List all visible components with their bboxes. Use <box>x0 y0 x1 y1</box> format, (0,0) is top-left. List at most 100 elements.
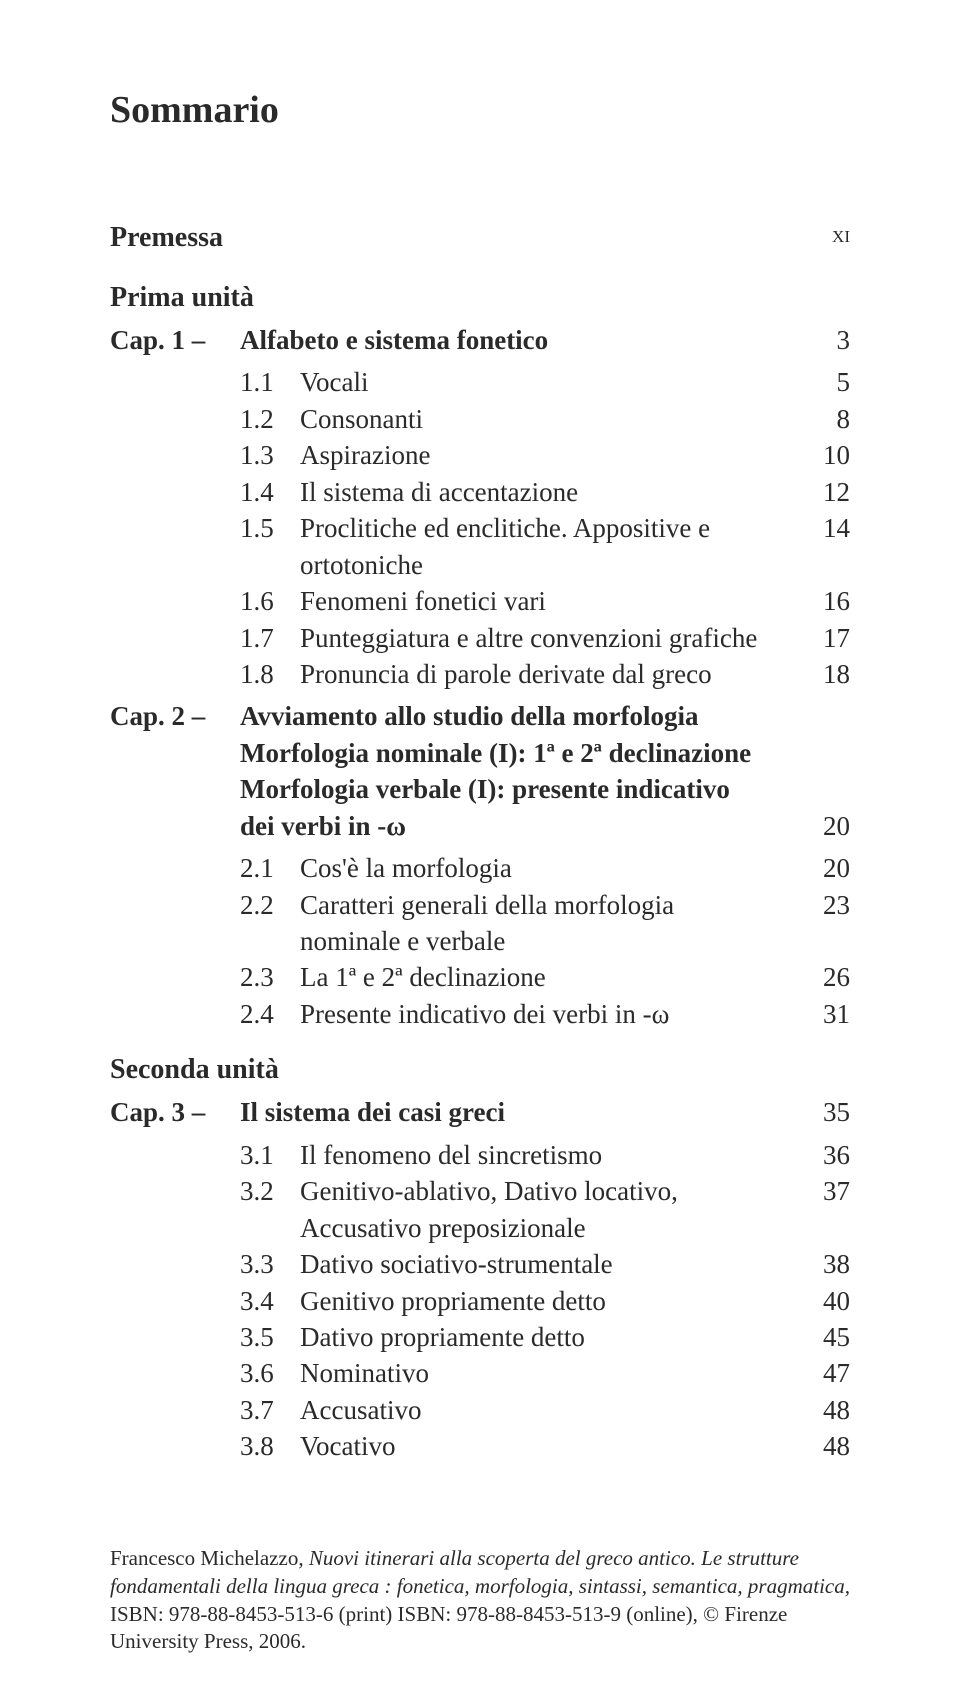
cap1-page: 3 <box>790 322 850 358</box>
toc-row-text: Vocali <box>300 364 790 400</box>
toc-row-number: 2.4 <box>240 996 300 1032</box>
toc-row-text: Nominativo <box>300 1355 790 1391</box>
toc-row-number: 2.1 <box>240 850 300 886</box>
toc-row-number: 3.2 <box>240 1173 300 1246</box>
toc-row-number: 1.6 <box>240 583 300 619</box>
cap2-title-l2: Morfologia nominale (I): 1ª e 2ª declina… <box>240 735 790 771</box>
toc-row-page: 37 <box>790 1173 850 1246</box>
toc-row-text: Dativo propriamente detto <box>300 1319 790 1355</box>
toc-row-number: 1.1 <box>240 364 300 400</box>
toc-row-text: Il fenomeno del sincretismo <box>300 1137 790 1173</box>
cap2-num: Cap. 2 – <box>110 698 240 734</box>
toc-row-number: 1.2 <box>240 401 300 437</box>
unit-1-heading: Prima unità <box>110 282 850 314</box>
toc-row-page: 5 <box>790 364 850 400</box>
cap1-num: Cap. 1 – <box>110 322 240 358</box>
toc-row-page: 17 <box>790 620 850 656</box>
toc-row-text: Vocativo <box>300 1428 790 1464</box>
toc-row-page: 40 <box>790 1283 850 1319</box>
toc-row-page: 45 <box>790 1319 850 1355</box>
toc-row: 1.8Pronuncia di parole derivate dal grec… <box>110 656 850 692</box>
footer-citation: Francesco Michelazzo, Nuovi itinerari al… <box>110 1545 850 1656</box>
toc-row-page: 26 <box>790 959 850 995</box>
cap2-header: Cap. 2 – Avviamento allo studio della mo… <box>110 698 850 734</box>
toc-row: 1.1Vocali5 <box>110 364 850 400</box>
toc-row: 3.1Il fenomeno del sincretismo36 <box>110 1137 850 1173</box>
toc-row: 3.4Genitivo propriamente detto40 <box>110 1283 850 1319</box>
toc-row-number: 3.4 <box>240 1283 300 1319</box>
cap2-header-l2: Morfologia nominale (I): 1ª e 2ª declina… <box>110 735 850 771</box>
unit-2-heading: Seconda unità <box>110 1054 850 1086</box>
toc-row: 1.2Consonanti8 <box>110 401 850 437</box>
toc-row-number: 3.6 <box>240 1355 300 1391</box>
toc-row: 1.7Punteggiatura e altre convenzioni gra… <box>110 620 850 656</box>
premessa-page: xi <box>832 222 850 254</box>
toc-row-page: 48 <box>790 1428 850 1464</box>
toc-row-text: Accusativo <box>300 1392 790 1428</box>
toc-row-text: Consonanti <box>300 401 790 437</box>
toc-row-number: 3.1 <box>240 1137 300 1173</box>
toc-row-page: 31 <box>790 996 850 1032</box>
toc-row-page: 20 <box>790 850 850 886</box>
cap3-page: 35 <box>790 1094 850 1130</box>
toc-row-text: Fenomeni fonetici vari <box>300 583 790 619</box>
toc-row-text: Cos'è la morfologia <box>300 850 790 886</box>
toc-row-number: 3.3 <box>240 1246 300 1282</box>
toc-row-page: 14 <box>790 510 850 583</box>
toc-row-page: 36 <box>790 1137 850 1173</box>
toc-row-number: 2.3 <box>240 959 300 995</box>
toc-row: 2.2Caratteri generali della morfologia n… <box>110 887 850 960</box>
toc-row: 3.3Dativo sociativo-strumentale38 <box>110 1246 850 1282</box>
toc-row-number: 1.8 <box>240 656 300 692</box>
cap3-num: Cap. 3 – <box>110 1094 240 1130</box>
premessa-label: Premessa <box>110 222 223 254</box>
toc-row: 3.7Accusativo48 <box>110 1392 850 1428</box>
toc-row-text: Dativo sociativo-strumentale <box>300 1246 790 1282</box>
toc-row-number: 1.4 <box>240 474 300 510</box>
cap1-header: Cap. 1 – Alfabeto e sistema fonetico 3 <box>110 322 850 358</box>
toc-row-text: Caratteri generali della morfologia nomi… <box>300 887 790 960</box>
toc-row: 2.3La 1ª e 2ª declinazione26 <box>110 959 850 995</box>
toc-row-page: 18 <box>790 656 850 692</box>
toc-row: 1.3Aspirazione10 <box>110 437 850 473</box>
toc-row: 1.5Proclitiche ed enclitiche. Appositive… <box>110 510 850 583</box>
toc-row-number: 1.3 <box>240 437 300 473</box>
toc-row-text: La 1ª e 2ª declinazione <box>300 959 790 995</box>
cap3-title: Il sistema dei casi greci <box>240 1094 790 1130</box>
toc-row-page: 47 <box>790 1355 850 1391</box>
toc-row-page: 38 <box>790 1246 850 1282</box>
toc-row-text: Punteggiatura e altre convenzioni grafic… <box>300 620 790 656</box>
toc-row: 1.6Fenomeni fonetici vari16 <box>110 583 850 619</box>
toc-row-number: 1.5 <box>240 510 300 583</box>
toc-row: 3.5Dativo propriamente detto45 <box>110 1319 850 1355</box>
footer-isbn: ISBN: 978-88-8453-513-6 (print) ISBN: 97… <box>110 1602 787 1654</box>
cap1-title: Alfabeto e sistema fonetico <box>240 322 790 358</box>
toc-row-text: Proclitiche ed enclitiche. Appositive e … <box>300 510 790 583</box>
toc-row-number: 2.2 <box>240 887 300 960</box>
cap2-header-l3: Morfologia verbale (I): presente indicat… <box>110 771 850 807</box>
toc-row-page: 12 <box>790 474 850 510</box>
premessa-row: Premessa xi <box>110 222 850 254</box>
toc-row-page: 23 <box>790 887 850 960</box>
toc-row: 1.4Il sistema di accentazione12 <box>110 474 850 510</box>
toc-row-page: 16 <box>790 583 850 619</box>
toc-row-number: 1.7 <box>240 620 300 656</box>
toc-row-text: Aspirazione <box>300 437 790 473</box>
toc-row-page: 10 <box>790 437 850 473</box>
cap2-page: 20 <box>790 808 850 844</box>
toc-row-text: Il sistema di accentazione <box>300 474 790 510</box>
toc-row-page: 8 <box>790 401 850 437</box>
cap2-title-l4: dei verbi in -ω <box>240 808 790 844</box>
toc-row: 3.6Nominativo47 <box>110 1355 850 1391</box>
toc-row-text: Genitivo propriamente detto <box>300 1283 790 1319</box>
cap3-header: Cap. 3 – Il sistema dei casi greci 35 <box>110 1094 850 1130</box>
toc-row: 3.8Vocativo48 <box>110 1428 850 1464</box>
cap2-title-l1: Avviamento allo studio della morfologia <box>240 698 790 734</box>
toc-row: 3.2Genitivo-ablativo, Dativo locativo, A… <box>110 1173 850 1246</box>
toc-row-text: Pronuncia di parole derivate dal greco <box>300 656 790 692</box>
toc-row-page: 48 <box>790 1392 850 1428</box>
cap2-title-l3: Morfologia verbale (I): presente indicat… <box>240 771 790 807</box>
toc-row: 2.1Cos'è la morfologia20 <box>110 850 850 886</box>
cap2-header-l4: dei verbi in -ω 20 <box>110 808 850 844</box>
toc-row-number: 3.5 <box>240 1319 300 1355</box>
